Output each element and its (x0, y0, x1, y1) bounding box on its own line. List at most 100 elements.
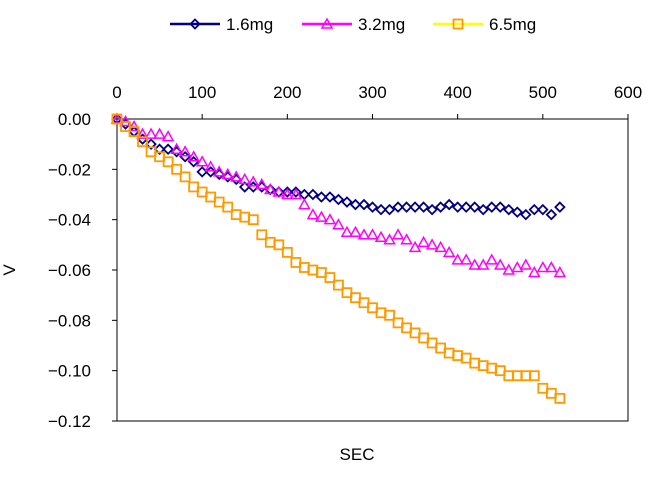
data-point (128, 126, 140, 137)
data-point (195, 155, 209, 167)
data-point (144, 127, 158, 139)
data-point (545, 260, 558, 273)
legend-label: 3.2mg (358, 15, 405, 34)
data-point (272, 185, 286, 197)
data-point (111, 113, 123, 125)
data-point (375, 203, 387, 216)
data-point (306, 208, 320, 220)
data-point (204, 160, 217, 172)
data-point (494, 201, 507, 213)
x-axis-label: SEC (340, 445, 375, 464)
legend-marker (320, 17, 334, 29)
data-point (332, 218, 345, 230)
data-point (315, 191, 328, 203)
data-point (136, 127, 149, 139)
data-point (511, 206, 524, 218)
data-point (554, 201, 566, 213)
y-tick-label: −0.10 (48, 362, 91, 381)
data-point (324, 191, 336, 203)
legend-marker (189, 18, 201, 30)
data-point (366, 201, 379, 213)
data-point (485, 253, 499, 265)
series-group (110, 112, 567, 404)
data-point (520, 208, 532, 221)
y-tick-label: −0.12 (48, 412, 91, 431)
data-point (442, 245, 456, 258)
legend: 1.6mg 3.2mg 6.5mg (170, 15, 536, 34)
data-point (247, 214, 259, 226)
y-tick-label: −0.06 (48, 261, 91, 280)
data-point (290, 186, 302, 198)
data-point (417, 235, 430, 248)
legend-label: 6.5mg (489, 15, 536, 34)
legend-item: 6.5mg (433, 15, 536, 34)
data-point (511, 260, 524, 273)
x-tick-label: 0 (112, 83, 121, 102)
data-point (349, 198, 362, 211)
x-tick-label: 400 (443, 83, 471, 102)
data-point (493, 258, 507, 270)
data-point (178, 145, 192, 157)
data-point (460, 201, 472, 213)
data-point (374, 230, 388, 243)
data-point (459, 253, 473, 265)
data-point (281, 246, 293, 258)
data-point (468, 201, 481, 213)
data-point (212, 165, 226, 177)
data-point (119, 114, 132, 127)
data-point (545, 208, 558, 221)
data-point (307, 188, 319, 201)
x-axis: 0 100 200 300 400 500 600 (112, 83, 642, 119)
data-point (162, 143, 174, 155)
data-point (298, 198, 311, 210)
data-point (485, 201, 498, 213)
plot-frame (116, 118, 629, 422)
data-point (281, 186, 294, 198)
data-point (434, 201, 447, 213)
data-point (426, 203, 438, 216)
data-point (273, 239, 285, 251)
y-tick-label: 0.00 (58, 110, 91, 129)
data-point (357, 228, 371, 240)
y-axis: 0.00 −0.02 −0.04 −0.06 −0.08 −0.10 −0.12 (48, 110, 117, 431)
x-tick-label: 500 (529, 83, 557, 102)
data-point (340, 225, 354, 237)
y-tick-label: −0.04 (48, 211, 91, 230)
data-point (332, 193, 345, 206)
data-point (161, 130, 175, 142)
y-axis-label: V (0, 264, 19, 276)
data-point (358, 198, 370, 211)
data-point (323, 213, 337, 225)
data-point (171, 163, 183, 175)
data-point (162, 156, 174, 168)
data-point (349, 225, 362, 237)
data-point (137, 136, 148, 148)
data-point (255, 177, 269, 190)
legend-marker (452, 18, 464, 30)
data-point (289, 187, 303, 200)
data-point (187, 150, 200, 162)
data-point (528, 203, 541, 216)
data-point (536, 260, 550, 273)
data-point (264, 182, 277, 195)
data-point (366, 228, 379, 240)
data-point (221, 167, 234, 180)
data-point (502, 203, 515, 216)
x-tick-label: 100 (188, 83, 216, 102)
data-point (324, 272, 336, 283)
data-point (341, 196, 353, 208)
data-point (451, 201, 464, 213)
data-point (425, 238, 439, 250)
x-tick-label: 200 (273, 83, 301, 102)
data-point (281, 187, 294, 200)
legend-item: 1.6mg (170, 15, 273, 34)
y-tick-label: −0.02 (48, 160, 91, 179)
x-tick-label: 300 (358, 83, 386, 102)
data-point (145, 138, 157, 150)
data-point (333, 279, 344, 291)
data-point (443, 198, 455, 211)
data-point (383, 203, 396, 216)
data-point (170, 142, 183, 154)
series-6.5mg (111, 113, 566, 404)
